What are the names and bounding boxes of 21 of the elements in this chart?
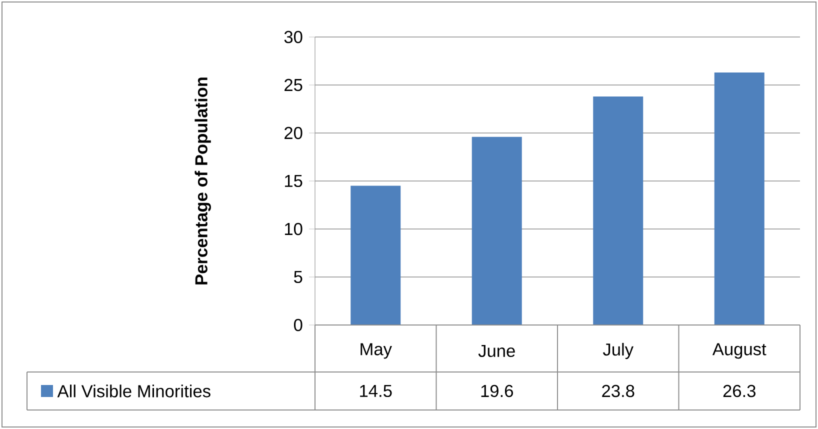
y-tick-label: 15 xyxy=(284,174,302,188)
bar xyxy=(714,72,764,326)
y-tick-label: 5 xyxy=(294,270,302,284)
data-label: 14.5 xyxy=(360,384,392,398)
bar xyxy=(472,136,522,326)
data-label: 26.3 xyxy=(723,384,756,398)
bar xyxy=(593,96,644,326)
bar xyxy=(350,186,401,326)
x-tick-label: July xyxy=(602,342,634,360)
data-label: 19.6 xyxy=(481,384,513,398)
y-tick-label: 20 xyxy=(284,126,302,140)
y-tick-label: 10 xyxy=(284,222,302,236)
x-tick-label: May xyxy=(360,343,392,359)
x-tick-label: June xyxy=(478,344,515,358)
y-tick-label: 30 xyxy=(284,30,302,44)
y-axis-title: Percentage of Population xyxy=(194,78,211,284)
x-tick-label: August xyxy=(712,343,766,359)
data-label: 23.8 xyxy=(602,384,634,398)
legend-label: All Visible Minorities xyxy=(57,384,210,398)
y-tick-label: 0 xyxy=(294,318,302,332)
y-tick-label: 25 xyxy=(284,78,302,92)
